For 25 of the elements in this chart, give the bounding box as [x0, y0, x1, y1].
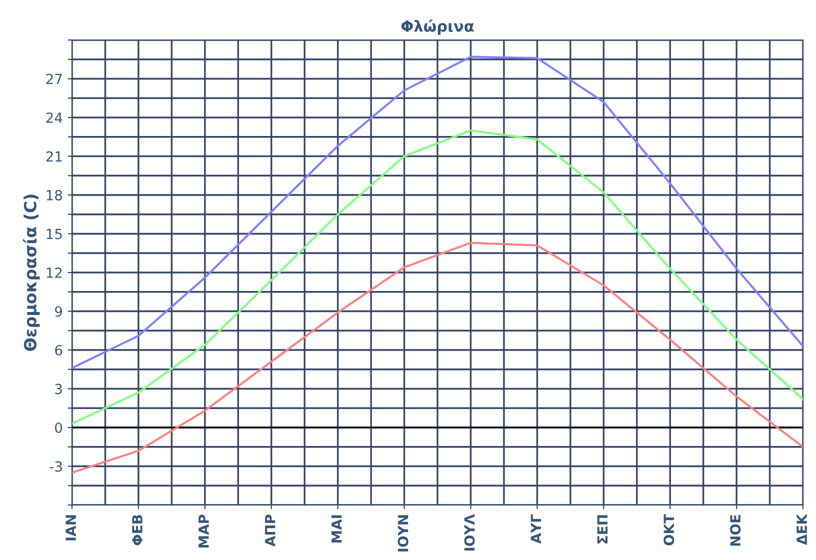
x-tick-label: ΦΕΒ	[132, 515, 142, 546]
x-tick-label: ΙΑΝ	[66, 515, 76, 540]
x-tick-label: ΜΑΡ	[198, 514, 209, 548]
x-tick-label: ΜΑΙ	[332, 515, 342, 542]
y-tick-label: 12	[46, 267, 62, 278]
x-tick-label: ΣΕΠ	[597, 515, 608, 544]
x-tick-label: ΑΥΓ	[530, 514, 542, 544]
y-tick-label: 21	[46, 151, 62, 162]
x-tick-label: ΔΕΚ	[796, 514, 807, 545]
x-tick-label: ΟΚΤ	[664, 514, 674, 546]
y-tick-label: 9	[55, 306, 62, 317]
y-tick-label: 18	[46, 190, 62, 200]
y-tick-label: -3	[50, 461, 62, 472]
x-tick-label: ΙΟΥΝ	[398, 515, 408, 552]
y-tick-label: 0	[55, 422, 62, 433]
chart-title: Φλώρινα	[401, 19, 474, 35]
y-tick-label: 6	[55, 344, 62, 356]
y-tick-label: 15	[46, 228, 62, 240]
x-tick-label: ΑΠΡ	[265, 514, 276, 547]
y-tick-label: 24	[46, 112, 62, 123]
y-axis-title: Θερμοκρασία (C)	[22, 194, 40, 351]
y-tick-label: 27	[46, 74, 62, 84]
x-tick-label: ΝΟΕ	[730, 515, 741, 546]
x-tick-label: ΙΟΥΛ	[464, 514, 475, 551]
y-tick-label: 3	[55, 384, 62, 394]
